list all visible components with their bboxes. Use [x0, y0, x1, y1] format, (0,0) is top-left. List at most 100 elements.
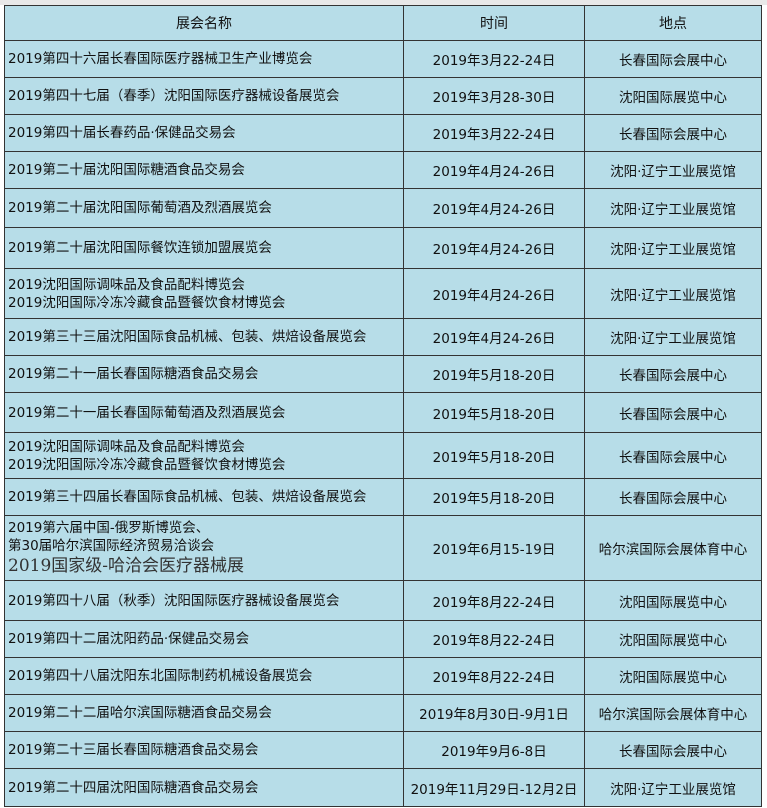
- table-row: 2019第三十三届沈阳国际食品机械、包装、烘焙设备展览会 2019年4月24-26…: [4, 318, 762, 356]
- exhibition-name-line: 2019沈阳国际冷冻冷藏食品暨餐饮食材博览会: [8, 294, 286, 311]
- table-row: 2019沈阳国际调味品及食品配料博览会 2019沈阳国际冷冻冷藏食品暨餐饮食材博览…: [4, 268, 762, 319]
- exhibition-name-line: 2019第四十六届长春国际医疗器械卫生产业博览会: [8, 51, 313, 67]
- exhibition-name-line: 2019第四十二届沈阳药品·保健品交易会: [8, 631, 250, 647]
- exhibition-time: 2019年5月18-20日: [403, 355, 585, 393]
- exhibition-name: 2019第三十三届沈阳国际食品机械、包装、烘焙设备展览会: [4, 318, 404, 356]
- exhibition-name: 2019第三十四届长春国际食品机械、包装、烘焙设备展览会: [4, 478, 404, 516]
- exhibition-place: 沈阳·辽宁工业展览馆: [584, 151, 762, 189]
- exhibition-place: 哈尔滨国际会展体育中心: [584, 515, 762, 581]
- header-row: 展会名称 时间 地点: [4, 5, 762, 41]
- exhibition-name: 2019第四十六届长春国际医疗器械卫生产业博览会: [4, 40, 404, 78]
- sheet-top-edge: [0, 0, 767, 5]
- exhibition-name-extra: 2019国家级-哈洽会医疗器械展: [8, 556, 245, 576]
- table-row: 2019第二十届沈阳国际葡萄酒及烈酒展览会 2019年4月24-26日 沈阳·辽宁工…: [4, 188, 762, 228]
- exhibition-time: 2019年8月30日-9月1日: [403, 694, 585, 732]
- header-place: 地点: [584, 5, 762, 41]
- table-row: 2019第四十六届长春国际医疗器械卫生产业博览会 2019年3月22-24日 长春国…: [4, 40, 762, 78]
- exhibition-place: 沈阳·辽宁工业展览馆: [584, 318, 762, 356]
- exhibition-time: 2019年4月24-26日: [403, 227, 585, 269]
- table-row: 2019第四十八届沈阳东北国际制药机械设备展览会 2019年8月22-24日 沈阳国…: [4, 657, 762, 695]
- exhibition-place: 长春国际会展中心: [584, 40, 762, 78]
- exhibition-name-line: 2019第二十届沈阳国际葡萄酒及烈酒展览会: [8, 200, 272, 216]
- exhibition-place: 沈阳国际展览中心: [584, 657, 762, 695]
- table-row: 2019沈阳国际调味品及食品配料博览会 2019沈阳国际冷冻冷藏食品暨餐饮食材博览…: [4, 432, 762, 479]
- table-row: 2019第二十四届沈阳国际糖酒食品交易会 2019年11月29日-12月2日 沈阳·…: [4, 768, 762, 807]
- exhibition-time: 2019年8月22-24日: [403, 580, 585, 621]
- exhibition-place: 长春国际会展中心: [584, 114, 762, 152]
- exhibition-name-line: 2019第二十一届长春国际葡萄酒及烈酒展览会: [8, 404, 286, 421]
- table-row: 2019第四十七届（春季）沈阳国际医疗器械设备展览会 2019年3月28-30日沈…: [4, 77, 762, 115]
- exhibition-time: 2019年11月29日-12月2日: [403, 768, 585, 807]
- exhibition-place: 沈阳国际展览中心: [584, 620, 762, 658]
- exhibition-place: 长春国际会展中心: [584, 355, 762, 393]
- table-row: 2019第四十八届（秋季）沈阳国际医疗器械设备展览会 2019年8月22-24日沈…: [4, 580, 762, 621]
- exhibition-name: 2019第二十二届哈尔滨国际糖酒食品交易会: [4, 694, 404, 732]
- exhibition-name: 2019第二十一届长春国际糖酒食品交易会: [4, 355, 404, 393]
- exhibition-name-line: 2019第二十届沈阳国际糖酒食品交易会: [8, 162, 245, 178]
- exhibition-time: 2019年4月24-26日: [403, 318, 585, 356]
- exhibition-time: 2019年5月18-20日: [403, 478, 585, 516]
- exhibition-time: 2019年8月22-24日: [403, 657, 585, 695]
- exhibition-name: 2019第四十八届沈阳东北国际制药机械设备展览会: [4, 657, 404, 695]
- exhibition-name: 2019第四十二届沈阳药品·保健品交易会: [4, 620, 404, 658]
- exhibition-name-line: 2019第二十届沈阳国际餐饮连锁加盟展览会: [8, 240, 272, 256]
- exhibition-name: 2019第二十届沈阳国际糖酒食品交易会: [4, 151, 404, 189]
- header-time: 时间: [403, 5, 585, 41]
- exhibition-time: 2019年3月28-30日: [403, 77, 585, 115]
- exhibition-place: 沈阳·辽宁工业展览馆: [584, 768, 762, 807]
- table-row: 2019第二十届沈阳国际糖酒食品交易会 2019年4月24-26日 沈阳·辽宁工业展…: [4, 151, 762, 189]
- table-row: 2019第三十四届长春国际食品机械、包装、烘焙设备展览会 2019年5月18-20…: [4, 478, 762, 516]
- exhibition-time: 2019年9月6-8日: [403, 731, 585, 769]
- header-name: 展会名称: [4, 5, 404, 41]
- exhibition-time: 2019年5月18-20日: [403, 392, 585, 433]
- exhibition-name-line: 第30届哈尔滨国际经济贸易洽谈会: [8, 538, 215, 554]
- exhibition-time: 2019年4月24-26日: [403, 268, 585, 319]
- exhibition-name-line: 2019第二十二届哈尔滨国际糖酒食品交易会: [8, 705, 272, 721]
- exhibition-name-line: 2019第四十八届沈阳东北国际制药机械设备展览会: [8, 668, 313, 684]
- exhibition-place: 哈尔滨国际会展体育中心: [584, 694, 762, 732]
- exhibition-time: 2019年4月24-26日: [403, 188, 585, 228]
- exhibition-place: 沈阳·辽宁工业展览馆: [584, 188, 762, 228]
- exhibition-name-line: 2019沈阳国际调味品及食品配料博览会: [8, 438, 245, 455]
- exhibition-time: 2019年6月15-19日: [403, 515, 585, 581]
- table-row: 2019第二十一届长春国际葡萄酒及烈酒展览会 2019年5月18-20日 长春国际会…: [4, 392, 762, 433]
- exhibition-time: 2019年3月22-24日: [403, 114, 585, 152]
- exhibition-name-line: 2019第六届中国-俄罗斯博览会、: [8, 520, 210, 536]
- table-row: 2019第二十一届长春国际糖酒食品交易会 2019年5月18-20日 长春国际会展中…: [4, 355, 762, 393]
- exhibition-name-line: 2019第四十七届（春季）沈阳国际医疗器械设备展览会: [8, 88, 340, 104]
- exhibition-place: 长春国际会展中心: [584, 478, 762, 516]
- table-row: 2019第四十二届沈阳药品·保健品交易会 2019年8月22-24日 沈阳国际展览中…: [4, 620, 762, 658]
- exhibition-place: 长春国际会展中心: [584, 432, 762, 479]
- exhibition-name: 2019第六届中国-俄罗斯博览会、 第30届哈尔滨国际经济贸易洽谈会 2019国家级…: [4, 515, 404, 581]
- table-row: 2019第二十三届长春国际糖酒食品交易会 2019年9月6-8日 长春国际会展中心: [4, 731, 762, 769]
- exhibition-name-line: 2019第二十四届沈阳国际糖酒食品交易会: [8, 779, 259, 796]
- table-row: 2019第六届中国-俄罗斯博览会、 第30届哈尔滨国际经济贸易洽谈会 2019国家级…: [4, 515, 762, 581]
- exhibition-name: 2019第四十七届（春季）沈阳国际医疗器械设备展览会: [4, 77, 404, 115]
- exhibition-place: 沈阳国际展览中心: [584, 77, 762, 115]
- exhibition-name-line: 2019沈阳国际调味品及食品配料博览会: [8, 276, 245, 293]
- exhibition-name-line: 2019第二十一届长春国际糖酒食品交易会: [8, 366, 259, 382]
- exhibition-name: 2019第二十四届沈阳国际糖酒食品交易会: [4, 768, 404, 807]
- exhibition-name-line: 2019第二十三届长春国际糖酒食品交易会: [8, 742, 259, 758]
- exhibition-name: 2019沈阳国际调味品及食品配料博览会 2019沈阳国际冷冻冷藏食品暨餐饮食材博览…: [4, 432, 404, 479]
- table-row: 2019第二十届沈阳国际餐饮连锁加盟展览会 2019年4月24-26日 沈阳·辽宁工…: [4, 227, 762, 269]
- exhibition-place: 长春国际会展中心: [584, 392, 762, 433]
- exhibition-name: 2019第四十八届（秋季）沈阳国际医疗器械设备展览会: [4, 580, 404, 621]
- table-row: 2019第二十二届哈尔滨国际糖酒食品交易会 2019年8月30日-9月1日 哈尔滨国…: [4, 694, 762, 732]
- exhibition-table: 展会名称 时间 地点 2019第四十六届长春国际医疗器械卫生产业博览会 2019年…: [4, 5, 762, 807]
- table-row: 2019第四十届长春药品·保健品交易会 2019年3月22-24日 长春国际会展中心: [4, 114, 762, 152]
- exhibition-time: 2019年8月22-24日: [403, 620, 585, 658]
- exhibition-name-line: 2019沈阳国际冷冻冷藏食品暨餐饮食材博览会: [8, 456, 286, 473]
- exhibition-name-line: 2019第三十三届沈阳国际食品机械、包装、烘焙设备展览会: [8, 329, 367, 345]
- exhibition-name: 2019第二十届沈阳国际餐饮连锁加盟展览会: [4, 227, 404, 269]
- exhibition-place: 长春国际会展中心: [584, 731, 762, 769]
- exhibition-time: 2019年3月22-24日: [403, 40, 585, 78]
- exhibition-place: 沈阳·辽宁工业展览馆: [584, 268, 762, 319]
- exhibition-name: 2019第四十届长春药品·保健品交易会: [4, 114, 404, 152]
- exhibition-name-line: 2019第四十届长春药品·保健品交易会: [8, 125, 236, 141]
- exhibition-name: 2019第二十届沈阳国际葡萄酒及烈酒展览会: [4, 188, 404, 228]
- exhibition-time: 2019年4月24-26日: [403, 151, 585, 189]
- exhibition-name-line: 2019第三十四届长春国际食品机械、包装、烘焙设备展览会: [8, 489, 367, 505]
- exhibition-place: 沈阳·辽宁工业展览馆: [584, 227, 762, 269]
- exhibition-time: 2019年5月18-20日: [403, 432, 585, 479]
